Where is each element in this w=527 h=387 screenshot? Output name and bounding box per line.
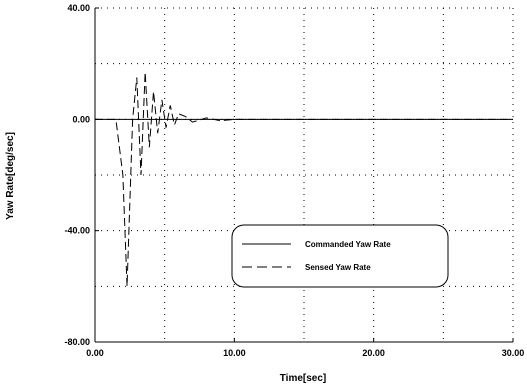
- x-tick-label: 20.00: [362, 348, 385, 358]
- axes: [94, 8, 513, 343]
- y-axis-title: Yaw Rate[deg/sec]: [5, 132, 16, 220]
- x-tick-label: 10.00: [223, 348, 246, 358]
- y-tick-label: -40.00: [64, 226, 90, 236]
- series-line-sensed: [95, 71, 513, 287]
- legend-label-sensed: Sensed Yaw Rate: [305, 263, 371, 272]
- legend: Commanded Yaw Rate Sensed Yaw Rate: [231, 224, 449, 288]
- legend-box: [231, 224, 449, 288]
- y-tick-label: 0.00: [72, 114, 90, 124]
- grid: [94, 7, 514, 343]
- y-tick-label: -80.00: [64, 337, 90, 347]
- x-tick-label: 30.00: [502, 348, 525, 358]
- series-layer: [95, 71, 513, 287]
- y-tick-label: 40.00: [67, 3, 90, 13]
- tick-labels: 0.00 10.00 20.00 30.00 -80.00 -40.00 0.00 40.00: [64, 3, 524, 358]
- legend-label-commanded: Commanded Yaw Rate: [305, 240, 391, 249]
- x-tick-label: 0.00: [86, 348, 104, 358]
- x-axis-title: Time[sec]: [280, 373, 327, 384]
